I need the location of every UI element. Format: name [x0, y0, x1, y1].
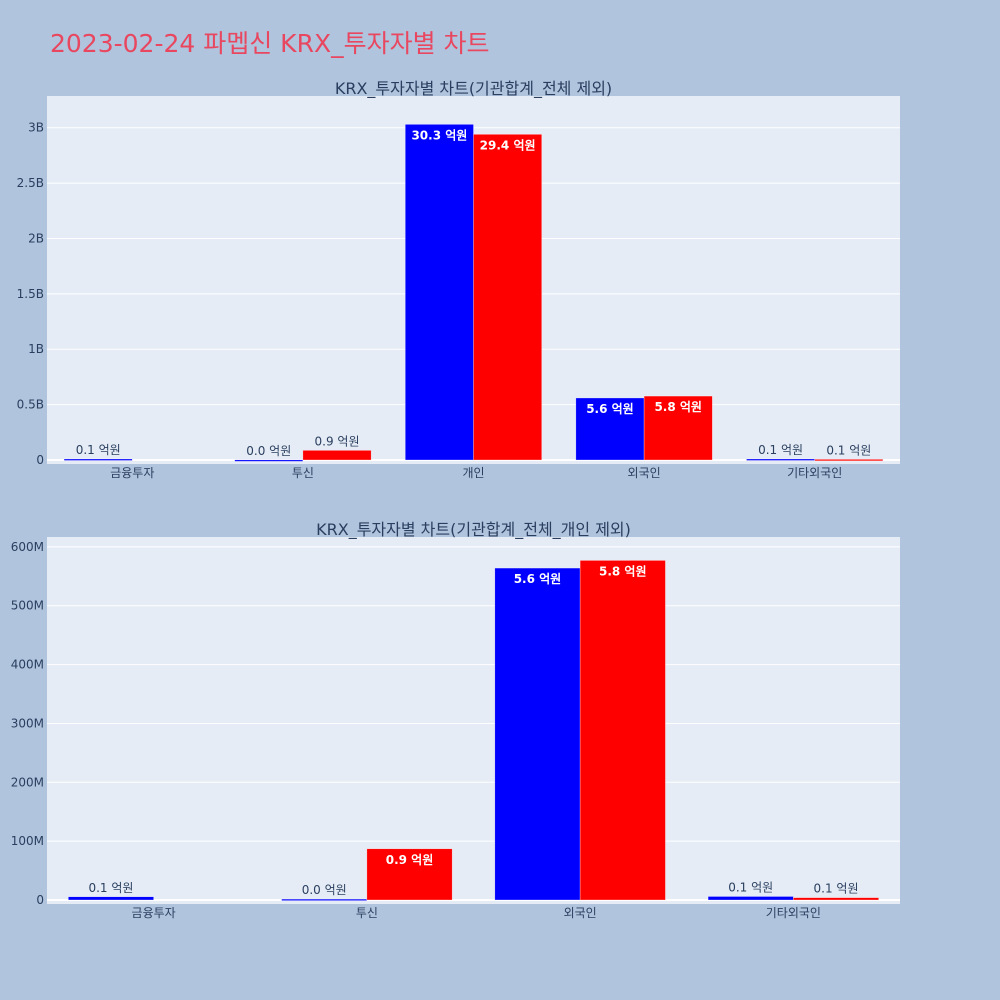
- bar: [746, 458, 815, 461]
- chart-1: 0 0.5B 1B 1.5B 2B 2.5B 3B KRX_투자자별 차트(기관합계_전체 제…: [17, 79, 900, 480]
- x-tick-label: 투신: [292, 466, 314, 480]
- bar: [366, 848, 453, 901]
- data-label: 0.1 억원: [758, 443, 803, 457]
- data-label: 30.3 억원: [411, 128, 467, 142]
- plot-area: [47, 537, 900, 904]
- x-tick-label: 외국인: [628, 466, 661, 480]
- bar: [707, 896, 794, 901]
- bar: [281, 898, 368, 901]
- x-tick-label: 개인: [462, 466, 484, 480]
- data-label: 29.4 억원: [480, 138, 536, 152]
- data-label: 5.8 억원: [599, 564, 647, 578]
- data-label: 0.1 억원: [76, 443, 121, 457]
- y-tick-label: 0: [36, 453, 44, 467]
- y-tick-label: 500M: [11, 599, 44, 613]
- x-tick-label: 투신: [356, 906, 378, 920]
- bar: [405, 124, 474, 461]
- y-tick-label: 200M: [11, 775, 44, 789]
- bar: [575, 397, 645, 461]
- y-tick-label: 0: [36, 893, 44, 907]
- data-label: 0.0 억원: [302, 883, 347, 897]
- page-title: 2023-02-24 파멥신 KRX_투자자별 차트: [50, 29, 490, 58]
- bar: [793, 897, 879, 901]
- bar: [63, 458, 133, 461]
- bar: [302, 450, 372, 461]
- data-label: 0.0 억원: [246, 444, 291, 458]
- y-tick-label: 0.5B: [17, 398, 44, 412]
- data-label: 0.1 억원: [826, 443, 871, 457]
- y-tick-label: 100M: [11, 834, 44, 848]
- y-tick-label: 1.5B: [17, 287, 44, 301]
- bar: [473, 134, 542, 461]
- data-label: 5.6 억원: [514, 572, 562, 586]
- x-tick-label: 외국인: [564, 906, 597, 920]
- y-tick-label: 2.5B: [17, 176, 44, 190]
- data-label: 0.1 억원: [814, 882, 859, 896]
- chart-title: KRX_투자자별 차트(기관합계_전체 제외): [335, 79, 612, 99]
- bar: [579, 560, 666, 901]
- data-label: 0.9 억원: [315, 434, 360, 448]
- y-tick-label: 3B: [28, 121, 44, 135]
- bar: [68, 896, 154, 901]
- chart-title: KRX_투자자별 차트(기관합계_전체_개인 제외): [316, 520, 631, 540]
- y-tick-label: 600M: [11, 540, 44, 554]
- data-label: 0.1 억원: [728, 880, 773, 894]
- x-tick-label: 금융투자: [110, 466, 154, 480]
- chart-2: 0 100M 200M 300M 400M 500M 600M KRX_투자자별 차트(기관합…: [11, 520, 900, 920]
- data-label: 0.1 억원: [88, 881, 133, 895]
- bar: [814, 459, 884, 462]
- y-tick-label: 1B: [28, 342, 44, 356]
- y-tick-label: 300M: [11, 716, 44, 730]
- x-tick-label: 금융투자: [132, 906, 176, 920]
- data-label: 5.8 억원: [654, 400, 702, 414]
- x-tick-label: 기타외국인: [766, 906, 821, 920]
- data-label: 5.6 억원: [586, 402, 634, 416]
- bar: [494, 567, 581, 901]
- y-tick-label: 400M: [11, 658, 44, 672]
- bar: [643, 395, 713, 461]
- y-tick-label: 2B: [28, 231, 44, 245]
- x-tick-label: 기타외국인: [787, 466, 842, 480]
- bar: [234, 459, 304, 462]
- data-label: 0.9 억원: [386, 853, 434, 867]
